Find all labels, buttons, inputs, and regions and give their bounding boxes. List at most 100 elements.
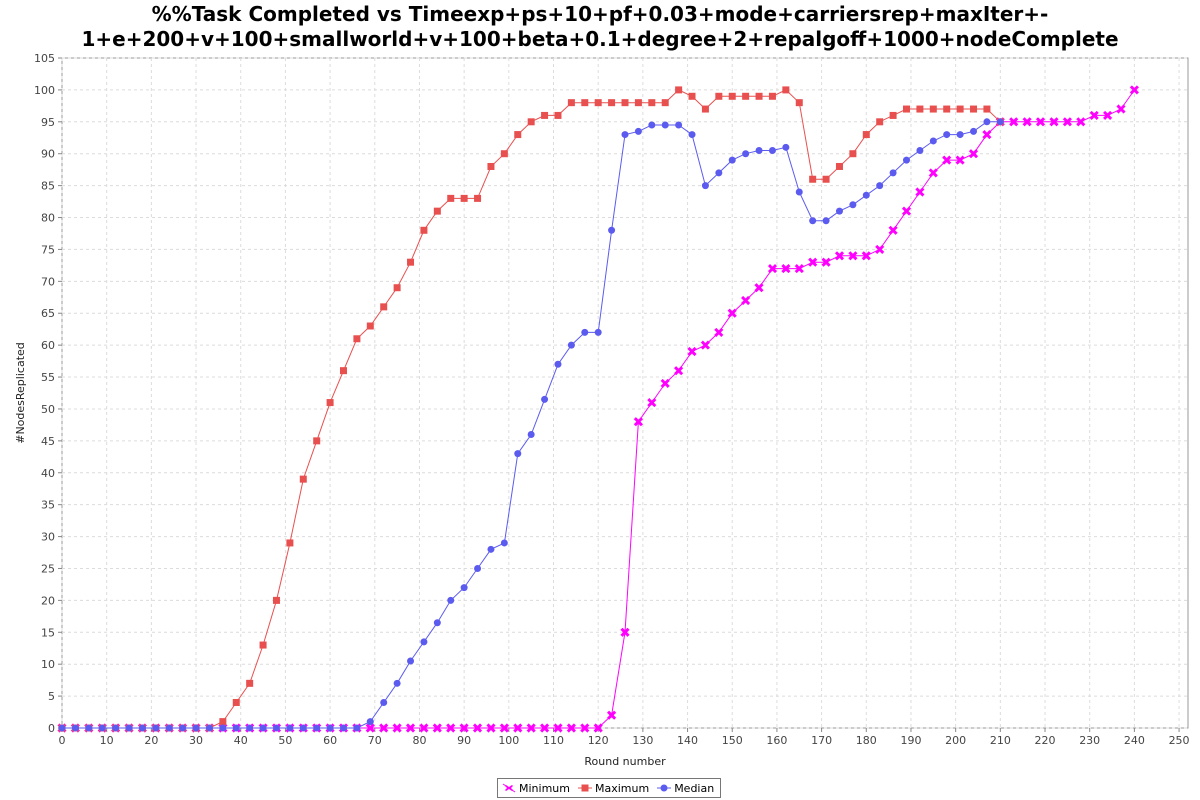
data-point-median — [393, 679, 401, 687]
y-tick-label: 5 — [48, 690, 55, 703]
y-tick-label: 45 — [41, 435, 55, 448]
data-point-maximum — [420, 226, 428, 234]
data-point-maximum — [286, 539, 294, 547]
axes: 0 10 20 30 40 50 60 70 80 90 100 110 120 130 140 150 160… — [34, 52, 1190, 747]
data-point-median — [98, 724, 106, 732]
data-point-maximum — [326, 399, 334, 407]
data-point-minimum — [848, 251, 858, 261]
data-point-maximum — [219, 718, 227, 726]
data-point-minimum — [580, 723, 590, 733]
data-point-maximum — [581, 99, 589, 107]
x-tick-label: 70 — [368, 734, 382, 747]
data-point-maximum — [983, 105, 991, 113]
data-point-median — [581, 328, 589, 336]
data-point-maximum — [675, 86, 683, 94]
data-point-maximum — [447, 194, 455, 202]
data-point-median — [728, 156, 736, 164]
data-point-minimum — [647, 398, 657, 408]
data-point-median — [299, 724, 307, 732]
data-point-maximum — [755, 92, 763, 100]
data-point-median — [272, 724, 280, 732]
y-tick-label: 25 — [41, 562, 55, 575]
y-tick-label: 80 — [41, 212, 55, 225]
data-point-minimum — [968, 149, 979, 159]
data-point-maximum — [715, 92, 723, 100]
data-point-minimum — [1089, 110, 1099, 120]
data-point-maximum — [340, 367, 347, 375]
data-point-maximum — [634, 99, 642, 107]
x-tick-label: 140 — [677, 734, 698, 747]
data-point-minimum — [446, 723, 456, 733]
data-point-minimum — [808, 257, 818, 267]
data-point-median — [688, 131, 696, 139]
x-tick-label: 170 — [811, 734, 832, 747]
data-point-minimum — [700, 340, 710, 350]
data-point-minimum — [553, 723, 563, 733]
data-point-median — [232, 724, 240, 732]
data-point-median — [219, 724, 227, 732]
x-tick-label: 40 — [234, 734, 248, 747]
data-point-minimum — [1129, 85, 1139, 95]
data-point-maximum — [299, 475, 307, 483]
data-point-maximum — [567, 99, 575, 107]
y-tick-label: 20 — [41, 594, 55, 607]
data-point-median — [835, 207, 843, 215]
legend-label-median: Median — [674, 781, 715, 795]
data-point-median — [675, 121, 683, 129]
legend-item-maximum: Maximum — [577, 781, 650, 795]
data-point-minimum — [727, 308, 737, 318]
data-point-median — [782, 143, 790, 151]
data-point-median — [567, 341, 575, 349]
data-point-median — [527, 430, 535, 438]
data-point-maximum — [742, 92, 750, 100]
data-point-median — [755, 147, 763, 155]
data-point-maximum — [862, 131, 870, 139]
data-point-median — [768, 147, 776, 155]
data-point-minimum — [392, 723, 402, 733]
y-tick-label: 55 — [41, 371, 55, 384]
y-tick-label: 85 — [41, 180, 55, 193]
legend-marker-minimum — [502, 783, 516, 793]
data-point-minimum — [955, 155, 965, 165]
data-point-minimum — [1049, 117, 1059, 127]
data-point-maximum — [943, 105, 951, 113]
data-point-maximum — [903, 105, 910, 113]
data-point-median — [474, 564, 482, 572]
data-point-minimum — [607, 710, 617, 720]
y-tick-label: 30 — [41, 531, 55, 544]
data-point-minimum — [405, 723, 416, 733]
x-tick-label: 150 — [722, 734, 743, 747]
legend-label-minimum: Minimum — [519, 781, 570, 795]
data-point-minimum — [754, 283, 764, 293]
data-point-median — [460, 584, 468, 592]
data-point-median — [138, 724, 146, 732]
x-tick-label: 10 — [100, 734, 114, 747]
data-point-maximum — [876, 118, 884, 126]
data-point-minimum — [714, 327, 724, 337]
data-point-median — [192, 724, 200, 732]
data-point-minimum — [687, 346, 697, 357]
data-point-median — [594, 328, 602, 336]
legend-label-maximum: Maximum — [594, 781, 650, 795]
data-point-maximum — [621, 99, 629, 107]
data-point-median — [742, 150, 750, 158]
legend-item-median: Median — [657, 782, 714, 795]
x-tick-label: 160 — [766, 734, 787, 747]
data-point-maximum — [353, 335, 361, 343]
data-point-minimum — [379, 723, 389, 733]
data-point-median — [447, 596, 455, 604]
data-point-maximum — [313, 437, 321, 445]
data-point-maximum — [661, 99, 669, 107]
data-point-minimum — [499, 723, 509, 733]
data-point-minimum — [472, 723, 483, 733]
data-point-minimum — [486, 723, 496, 733]
y-tick-label: 105 — [34, 52, 55, 65]
y-tick-label: 15 — [41, 626, 55, 639]
grid — [61, 57, 1188, 729]
data-point-maximum — [608, 99, 616, 107]
x-tick-label: 210 — [990, 734, 1011, 747]
series-maximum — [58, 86, 1004, 732]
data-point-median — [366, 718, 374, 726]
data-point-median — [621, 131, 629, 139]
data-point-median — [889, 169, 897, 177]
